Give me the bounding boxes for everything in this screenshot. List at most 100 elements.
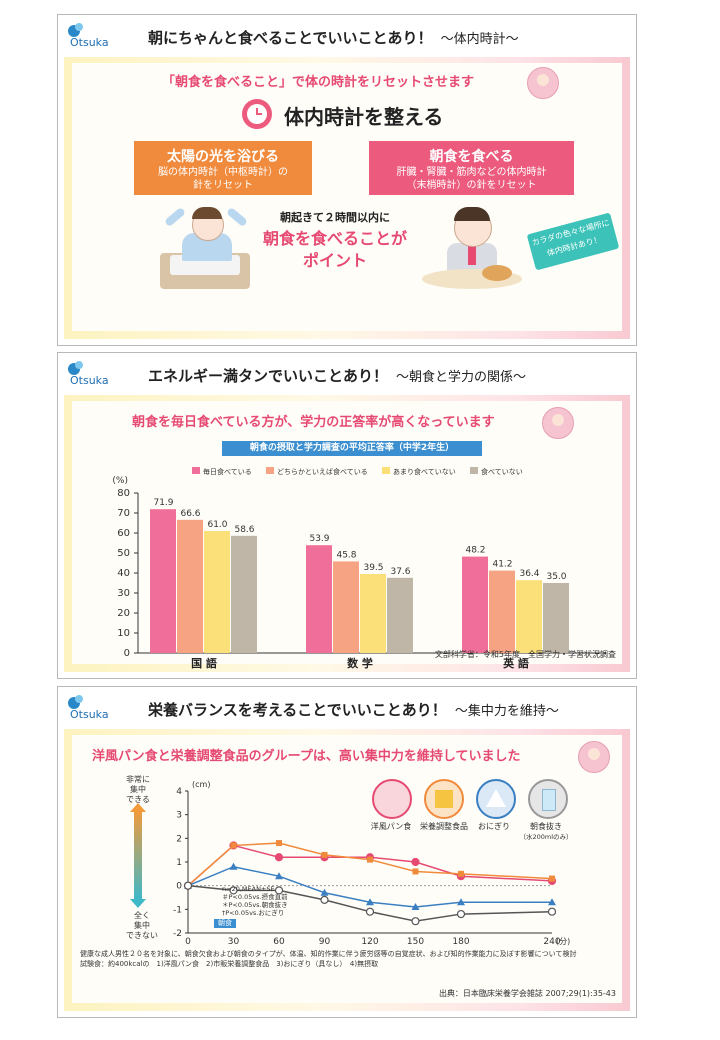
y-tick-label: 10 xyxy=(117,628,130,639)
bar xyxy=(231,535,257,653)
x-tick-label: 150 xyxy=(407,937,424,947)
otsuka-logo: Otsuka xyxy=(68,361,128,389)
y-tick-label: 3 xyxy=(176,811,182,821)
content-panel: 「朝食を食べること」で体の時計をリセットさせます 体内時計を整える 太陽の光を浴… xyxy=(64,57,630,339)
headline: 洋風パン食と栄養調整食品のグループは、高い集中力を維持していました xyxy=(92,749,521,764)
y-tick-label: 40 xyxy=(117,568,130,579)
slide-academic: Otsuka エネルギー満タンでいいことあり！ ～朝食と学力の関係～ 朝食を毎日食… xyxy=(57,352,637,679)
bar-value-label: 37.6 xyxy=(390,567,410,577)
headline: 朝食を毎日食べている方が、学力の正答率が高くなっています xyxy=(132,415,495,430)
bar-value-label: 35.0 xyxy=(546,572,566,582)
data-point xyxy=(412,868,419,875)
slide-title: エネルギー満タンでいいことあり！ ～朝食と学力の関係～ xyxy=(148,367,527,385)
bar xyxy=(177,519,203,653)
x-category-label: 英 語 xyxy=(502,656,529,670)
western-bread-icon xyxy=(372,779,412,819)
data-point xyxy=(411,857,420,867)
x-tick-label: 30 xyxy=(228,937,240,947)
data-point xyxy=(456,909,466,919)
legend-swatch xyxy=(266,467,274,474)
y-axis-unit: (%) xyxy=(112,476,128,486)
y-tick-label: 80 xyxy=(117,488,130,499)
bar-value-label: 66.6 xyxy=(180,509,200,519)
slide-header: Otsuka 栄養バランスを考えることでいいことあり！ ～集中力を維持～ xyxy=(58,687,636,729)
bar xyxy=(489,570,515,653)
sunlight-box: 太陽の光を浴びる 脳の体内時計（中枢時計）の 針をリセット xyxy=(134,141,312,195)
data-point xyxy=(274,853,284,862)
bar xyxy=(150,509,176,653)
content-panel: 洋風パン食と栄養調整食品のグループは、高い集中力を維持していました 非常に 集中で… xyxy=(64,729,630,1011)
source-note: 文部科学省：令和5年度 全国学力・学習状況調査 xyxy=(434,650,616,659)
bar xyxy=(333,561,359,653)
bar xyxy=(543,583,569,653)
slide-header: Otsuka エネルギー満タンでいいことあり！ ～朝食と学力の関係～ xyxy=(58,353,636,395)
y-top-label: 非常に 集中 できる xyxy=(126,775,150,804)
data-point xyxy=(547,907,557,916)
slide-header: Otsuka 朝にちゃんと食べることでいいことあり！ ～体内時計～ xyxy=(58,15,636,57)
data-point xyxy=(320,895,329,904)
series-line xyxy=(187,842,553,887)
chart-title: 朝食の摂取と学力調査の平均正答率（中学2年生） xyxy=(222,441,482,456)
legend-label: あまり食べていない xyxy=(393,467,456,476)
data-point xyxy=(229,862,238,870)
data-point xyxy=(365,907,375,916)
legend-label: 食べていない xyxy=(481,467,523,476)
x-tick-label: 90 xyxy=(319,937,331,947)
y-tick-label: 50 xyxy=(117,548,130,559)
series-line xyxy=(187,884,553,922)
line-chart: (cm) -2 -1 0 1 2 3 4 0 30 60 90 120 150 180 240(分) xyxy=(173,780,570,947)
legend-label: 毎日食べている xyxy=(203,467,252,476)
data-point xyxy=(411,902,420,910)
bar-value-label: 53.9 xyxy=(309,534,329,544)
doctor-avatar-icon xyxy=(527,67,559,99)
meal-tag: 朝食 xyxy=(214,919,236,928)
bar-value-label: 45.8 xyxy=(336,550,356,560)
data-point xyxy=(229,886,238,895)
y-axis-unit: (cm) xyxy=(192,780,210,789)
y-tick-label: 30 xyxy=(117,588,130,599)
data-point xyxy=(320,888,329,896)
food-label: 栄養調整食品 xyxy=(420,822,468,831)
bar-value-label: 61.0 xyxy=(207,520,227,530)
y-tick-label: 4 xyxy=(176,787,182,797)
data-point xyxy=(457,898,465,906)
slide-body-clock: Otsuka 朝にちゃんと食べることでいいことあり！ ～体内時計～ 「朝食を食べる… xyxy=(57,14,637,346)
main-heading: 体内時計を整える xyxy=(284,105,444,129)
bar-chart: (%) 0 10 20 30 40 50 60 70 80 毎日食べている どちらかといえば食べている… xyxy=(112,467,606,670)
y-tick-label: 2 xyxy=(176,834,182,844)
data-point xyxy=(274,886,284,895)
food-note: （水200mlのみ） xyxy=(519,833,573,841)
bar xyxy=(360,574,386,653)
x-category-label: 国 語 xyxy=(191,656,217,670)
slide-concentration: Otsuka 栄養バランスを考えることでいいことあり！ ～集中力を維持～ 洋風パン… xyxy=(57,686,637,1018)
doctor-avatar-icon xyxy=(578,741,610,773)
y-tick-label: 0 xyxy=(124,648,130,659)
data-point xyxy=(321,851,328,858)
bar-value-label: 58.6 xyxy=(234,525,254,535)
note-main-1: 朝食を食べることが xyxy=(262,229,407,248)
series-line xyxy=(187,865,552,908)
clock-icon xyxy=(242,99,272,129)
note-main-2: ポイント xyxy=(302,251,367,270)
bar-value-label: 71.9 xyxy=(153,498,173,508)
data-point xyxy=(230,842,237,849)
bar xyxy=(306,545,332,653)
bar xyxy=(462,556,488,653)
arrow-down-icon xyxy=(130,899,146,908)
direction-arrow xyxy=(134,810,142,900)
body-clock-tag: カラダの色々な場所に 体内時計あり！ xyxy=(526,212,620,271)
breakfast-box: 朝食を食べる 肝臓・腎臓・筋肉などの体内時計 （末梢時計）の針をリセット xyxy=(369,141,574,195)
food-label: 朝食抜き xyxy=(530,822,562,831)
x-tick-label: 180 xyxy=(452,937,469,947)
data-point xyxy=(458,870,464,877)
y-tick-label: 20 xyxy=(117,608,130,619)
y-tick-label: -2 xyxy=(173,929,182,939)
data-point xyxy=(183,881,193,890)
note-top: 朝起きて２時間以内に xyxy=(280,211,390,224)
source-note: 出典：日本臨床栄養学会雑誌 2007;29(1):35-43 xyxy=(438,989,616,998)
y-tick-label: -1 xyxy=(173,905,182,915)
x-tick-label: 60 xyxy=(273,937,285,947)
x-tick-label: 0 xyxy=(185,937,191,947)
legend-swatch xyxy=(382,467,390,474)
description: 健康な成人男性２０名を対象に、朝食欠食および朝食のタイプが、体温、知的作業に伴う… xyxy=(80,950,577,968)
